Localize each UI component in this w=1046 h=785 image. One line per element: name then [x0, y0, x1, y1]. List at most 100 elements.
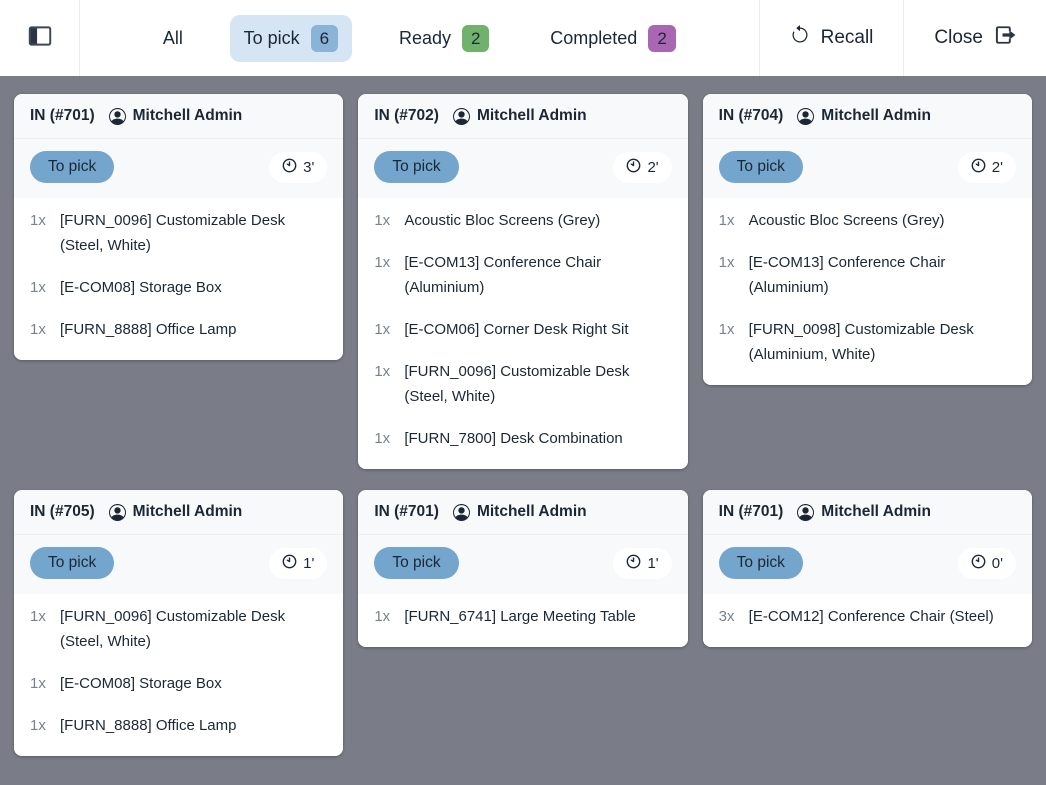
filter-label: Ready — [398, 27, 451, 48]
owner: Mitchell Admin — [108, 503, 243, 521]
product-list: 1x [FURN_6741] Large Meeting Table — [358, 594, 688, 647]
product-line: 1x [FURN_0098] Customizable Desk (Alumin… — [719, 317, 1016, 367]
product-quantity: 1x — [30, 717, 46, 734]
product-name: [FURN_0096] Customizable Desk (Steel, Wh… — [60, 212, 286, 254]
product-line: 1x [FURN_0096] Customizable Desk (Steel,… — [30, 604, 327, 654]
product-name: [E-COM08] Storage Box — [60, 279, 222, 296]
transfer-card[interactable]: IN (#702) Mitchell Admin To pick — [358, 94, 688, 469]
product-name: [FURN_0098] Customizable Desk (Aluminium… — [748, 321, 974, 363]
product-quantity: 1x — [374, 212, 391, 229]
transfer-title: IN (#705) — [30, 503, 95, 520]
card-header: IN (#701) Mitchell Admin — [702, 490, 1032, 535]
transfer-title: IN (#701) — [374, 503, 439, 520]
product-line: 1x [FURN_8888] Office Lamp — [30, 317, 327, 342]
owner-name: Mitchell Admin — [132, 107, 243, 124]
transfer-card[interactable]: IN (#701) Mitchell Admin To pick — [14, 94, 344, 360]
time-value: 1' — [647, 554, 659, 572]
time-badge: 1' — [269, 547, 328, 579]
product-name: [E-COM12] Conference Chair (Steel) — [748, 608, 994, 625]
filter-label: To pick — [243, 27, 300, 48]
filter-completed[interactable]: Completed 2 — [536, 15, 690, 62]
layout-sidebar-icon — [27, 23, 53, 54]
time-badge: 0' — [957, 547, 1016, 579]
product-line: 1x [FURN_0096] Customizable Desk (Steel,… — [30, 208, 327, 258]
product-line: 1x [FURN_7800] Desk Combination — [374, 426, 671, 451]
person-circle-icon — [797, 107, 815, 125]
product-name: [E-COM06] Corner Desk Right Sit — [404, 321, 629, 338]
product-quantity: 1x — [30, 608, 46, 625]
transfer-title: IN (#701) — [30, 107, 95, 124]
clock-icon — [626, 158, 641, 177]
transfer-title: IN (#701) — [718, 503, 784, 520]
owner-name: Mitchell Admin — [476, 503, 587, 520]
product-quantity: 1x — [30, 675, 46, 692]
product-list: 3x [E-COM12] Conference Chair (Steel) — [702, 594, 1032, 647]
product-line: 1x [E-COM08] Storage Box — [30, 275, 327, 300]
status-badge: To pick — [374, 547, 459, 579]
clock-icon — [971, 158, 986, 177]
product-quantity: 1x — [374, 608, 391, 625]
recall-button[interactable]: Recall — [758, 0, 904, 76]
product-quantity: 1x — [718, 212, 735, 229]
owner: Mitchell Admin — [452, 107, 587, 125]
card-header: IN (#705) Mitchell Admin — [14, 490, 344, 535]
owner-name: Mitchell Admin — [132, 503, 243, 520]
time-value: 1' — [303, 554, 315, 572]
time-badge: 3' — [269, 151, 328, 183]
arrow-counterclockwise-icon — [790, 25, 810, 51]
transfer-title: IN (#704) — [718, 107, 784, 124]
product-name: [FURN_0096] Customizable Desk (Steel, Wh… — [60, 608, 286, 650]
card-badge-row: To pick 0' — [702, 535, 1032, 594]
product-quantity: 1x — [374, 363, 391, 380]
filter-label: All — [162, 27, 183, 48]
time-badge: 2' — [613, 151, 672, 183]
close-button[interactable]: Close — [903, 0, 1046, 76]
product-quantity: 1x — [718, 254, 735, 271]
person-circle-icon — [452, 107, 470, 125]
product-name: Acoustic Bloc Screens (Grey) — [404, 212, 601, 229]
filter-to-pick[interactable]: To pick 6 — [229, 14, 353, 62]
card-badge-row: To pick 2' — [358, 139, 688, 198]
product-name: Acoustic Bloc Screens (Grey) — [748, 212, 945, 229]
product-list: 1x [FURN_0096] Customizable Desk (Steel,… — [14, 198, 344, 360]
product-quantity: 1x — [718, 321, 735, 338]
product-line: 3x [E-COM12] Conference Chair (Steel) — [719, 604, 1016, 629]
card-header: IN (#701) Mitchell Admin — [358, 490, 688, 535]
owner: Mitchell Admin — [108, 107, 243, 125]
clock-icon — [971, 554, 986, 573]
owner: Mitchell Admin — [797, 503, 931, 521]
product-name: [E-COM13] Conference Chair (Aluminium) — [404, 254, 602, 296]
sidebar-toggle-button[interactable] — [0, 0, 80, 76]
card-badge-row: To pick 1' — [14, 535, 344, 594]
product-quantity: 1x — [374, 254, 391, 271]
product-line: 1x [E-COM13] Conference Chair (Aluminium… — [374, 250, 671, 300]
status-badge: To pick — [30, 151, 115, 183]
product-line: 1x [E-COM13] Conference Chair (Aluminium… — [719, 250, 1016, 300]
product-line: 1x [FURN_0096] Customizable Desk (Steel,… — [374, 359, 671, 409]
transfer-card[interactable]: IN (#701) Mitchell Admin To pick — [358, 490, 688, 647]
top-bar: All To pick 6 Ready 2 Completed 2 Recall… — [0, 0, 1046, 76]
owner-name: Mitchell Admin — [476, 107, 587, 124]
transfer-card[interactable]: IN (#704) Mitchell Admin To pick — [702, 94, 1032, 385]
product-line: 1x [E-COM08] Storage Box — [30, 671, 327, 696]
product-name: [FURN_0096] Customizable Desk (Steel, Wh… — [404, 363, 630, 405]
product-name: [E-COM08] Storage Box — [60, 675, 222, 692]
product-name: [FURN_8888] Office Lamp — [60, 717, 237, 734]
time-badge: 1' — [613, 547, 672, 579]
card-header: IN (#704) Mitchell Admin — [702, 94, 1032, 139]
card-badge-row: To pick 1' — [358, 535, 688, 594]
card-badge-row: To pick 3' — [14, 139, 344, 198]
filter-ready[interactable]: Ready 2 — [385, 15, 504, 62]
status-badge: To pick — [718, 151, 803, 183]
transfer-card[interactable]: IN (#701) Mitchell Admin To pick — [702, 490, 1032, 647]
product-line: 1x [E-COM06] Corner Desk Right Sit — [374, 317, 671, 342]
product-list: 1x Acoustic Bloc Screens (Grey) 1x [E-CO… — [702, 198, 1032, 385]
filter-all[interactable]: All — [149, 18, 197, 59]
time-value: 2' — [991, 158, 1003, 176]
product-line: 1x [FURN_8888] Office Lamp — [30, 713, 327, 738]
clock-icon — [626, 554, 641, 573]
owner: Mitchell Admin — [452, 503, 587, 521]
card-header: IN (#702) Mitchell Admin — [358, 94, 688, 139]
transfer-title: IN (#702) — [374, 107, 439, 124]
transfer-card[interactable]: IN (#705) Mitchell Admin To pick — [14, 490, 344, 756]
